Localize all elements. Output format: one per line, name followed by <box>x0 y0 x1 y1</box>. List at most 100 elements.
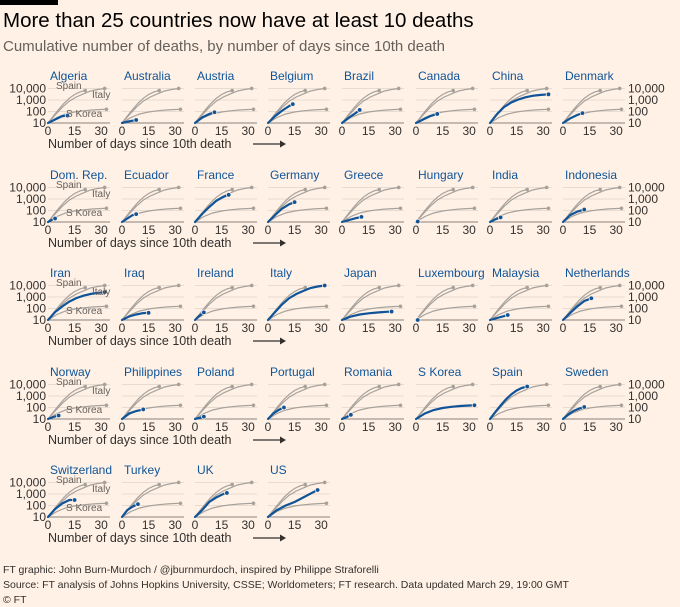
x-tick-label: 30 <box>314 321 328 335</box>
y-tick-label: 10,000 <box>9 180 46 194</box>
x-tick-label: 15 <box>362 223 376 237</box>
reference-line-italy <box>341 284 399 321</box>
x-tick-label: 15 <box>436 223 450 237</box>
reference-end-point <box>598 187 602 192</box>
reference-end-point <box>396 382 401 387</box>
reference-line-italy <box>341 186 399 223</box>
reference-line-spain <box>562 385 601 420</box>
x-tick-label: 30 <box>314 518 328 532</box>
x-tick-label: 0 <box>413 124 420 138</box>
country-name: Germany <box>270 168 319 182</box>
reference-line-skorea <box>415 305 475 321</box>
country-end-point <box>281 404 287 411</box>
country-end-point <box>348 412 354 418</box>
y-tick-label: 10,000 <box>9 81 46 95</box>
reference-end-point <box>83 285 87 290</box>
reference-line-italy <box>415 87 473 124</box>
y-tick-label: 100 <box>628 400 648 414</box>
reference-line-italy <box>47 186 105 223</box>
reference-end-point <box>324 304 329 309</box>
country-end-point <box>55 412 62 419</box>
country-name: China <box>492 69 524 83</box>
reference-line-spain <box>194 89 233 124</box>
country-line <box>561 208 586 224</box>
reference-end-point <box>472 107 477 112</box>
x-tick-label: 0 <box>487 124 494 138</box>
panel-uk: UK 0 15 30 <box>192 463 257 532</box>
country-line <box>340 310 393 322</box>
x-tick-label: 15 <box>583 223 597 237</box>
x-tick-label: 30 <box>609 223 623 237</box>
reference-line-spain <box>121 89 160 124</box>
chart-subtitle: Cumulative number of deaths, by number o… <box>3 38 445 55</box>
reference-end-point <box>619 206 624 211</box>
reference-end-point <box>178 107 183 112</box>
country-name: Poland <box>197 365 234 379</box>
x-tick-label: 0 <box>339 124 346 138</box>
reference-end-point <box>546 206 551 211</box>
x-tick-label: 0 <box>560 420 567 434</box>
x-tick-label: 0 <box>45 223 52 237</box>
reference-label-italy: Italy <box>92 386 110 397</box>
reference-line-skorea <box>415 207 475 223</box>
country-end-point <box>388 308 395 315</box>
x-tick-label: 30 <box>462 124 476 138</box>
reference-end-point <box>525 187 529 192</box>
reference-end-point <box>176 185 181 190</box>
panel-turkey: Turkey 0 15 30 <box>119 463 184 532</box>
y-tick-label: 10 <box>628 313 642 327</box>
country-end-point <box>358 214 365 220</box>
y-tick-label: 100 <box>628 203 648 217</box>
x-tick-label: 15 <box>215 321 229 335</box>
country-name: Algeria <box>50 69 88 83</box>
footer-credit: FT graphic: John Burn-Murdoch / @jburnmu… <box>3 564 379 576</box>
reference-line-italy <box>194 383 252 420</box>
country-name: Canada <box>418 69 460 83</box>
reference-line-spain <box>415 286 454 321</box>
reference-end-point <box>470 86 475 91</box>
country-line <box>488 385 529 421</box>
reference-end-point <box>249 480 254 485</box>
reference-line-skorea <box>194 404 254 420</box>
reference-line-skorea <box>562 305 622 321</box>
reference-line-spain <box>121 385 160 420</box>
x-tick-label: 15 <box>288 518 302 532</box>
panel-greece: Greece 0 15 30 <box>339 168 404 237</box>
panel-italy: Italy 0 15 30 <box>265 266 330 335</box>
panel-malaysia: Malaysia 0 15 30 <box>487 266 552 335</box>
reference-end-point <box>324 403 329 408</box>
reference-line-spain <box>47 188 86 223</box>
country-end-point <box>135 501 141 507</box>
panel-brazil: Brazil 0 15 30 <box>339 69 404 138</box>
reference-line-italy <box>47 87 105 124</box>
country-name: S Korea <box>418 365 462 379</box>
country-name: Dom. Rep. <box>50 168 107 182</box>
reference-label-italy: Italy <box>92 287 110 298</box>
reference-end-point <box>230 384 234 389</box>
reference-line-skorea <box>267 207 327 223</box>
reference-end-point <box>377 384 382 389</box>
reference-end-point <box>176 86 181 91</box>
reference-line-italy <box>267 481 325 518</box>
x-tick-label: 30 <box>241 518 255 532</box>
reference-end-point <box>396 185 401 190</box>
reference-line-skorea <box>121 502 181 518</box>
y-tick-label: 100 <box>26 301 46 315</box>
reference-end-point <box>598 285 602 290</box>
reference-label-italy: Italy <box>92 90 110 101</box>
x-tick-label: 30 <box>609 321 623 335</box>
reference-end-point <box>617 86 622 91</box>
reference-end-point <box>619 403 624 408</box>
chart-title: More than 25 countries now have at least… <box>3 9 474 32</box>
x-tick-label: 0 <box>560 321 567 335</box>
reference-end-point <box>544 283 549 288</box>
x-tick-label: 30 <box>388 124 402 138</box>
reference-line-spain <box>562 188 601 223</box>
reference-line-skorea <box>489 404 549 420</box>
reference-line-italy <box>121 87 179 124</box>
reference-end-point <box>251 206 256 211</box>
reference-line-italy <box>121 186 179 223</box>
x-tick-label: 15 <box>68 321 82 335</box>
